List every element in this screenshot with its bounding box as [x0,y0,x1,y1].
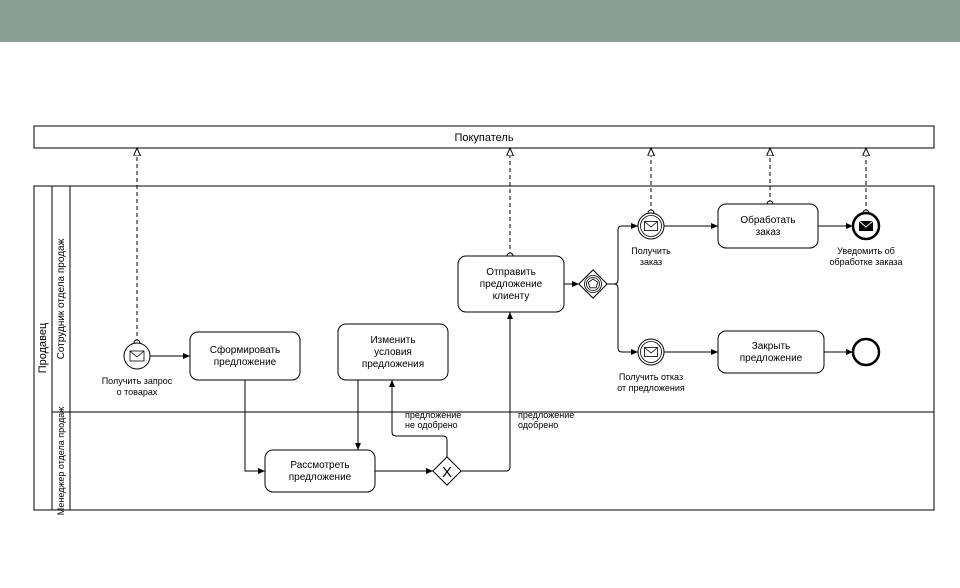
svg-text:Получить отказ: Получить отказ [619,372,683,382]
pool-seller-label: Продавец [37,322,49,373]
svg-text:Получить: Получить [631,246,671,256]
task-send-offer: Отправить предложение клиенту [458,256,564,312]
svg-text:одобрено: одобрено [518,420,558,430]
task-close-offer: Закрыть предложение [718,331,824,373]
pool-buyer-label: Покупатель [454,132,513,144]
task-review-offer: Рассмотреть предложение [265,450,375,492]
svg-text:Уведомить об: Уведомить об [837,246,895,256]
label-not-approved: предложение [405,410,461,420]
svg-text:заказ: заказ [640,257,662,267]
svg-text:от предложения: от предложения [617,383,685,393]
task-change-conditions: Изменить условия предложения [338,324,448,380]
task-form-offer: Сформировать предложение [190,332,300,380]
pool-buyer: Покупатель [34,126,934,148]
svg-text:условия: условия [374,347,412,358]
lane-sales-label: Сотрудник отдела продаж [56,238,67,359]
svg-text:Отправить: Отправить [486,267,536,278]
svg-text:X: X [442,464,452,481]
svg-text:Закрыть: Закрыть [752,341,791,352]
top-header-bar [0,0,960,42]
svg-text:предложение: предложение [214,357,277,368]
svg-text:Обработать: Обработать [740,214,795,226]
svg-text:заказ: заказ [756,227,781,238]
svg-text:предложения: предложения [362,359,424,370]
svg-text:клиенту: клиенту [493,291,530,302]
svg-text:обработке заказа: обработке заказа [829,257,902,267]
svg-text:предложение: предложение [740,353,803,364]
svg-text:о товарах: о товарах [117,387,158,397]
svg-text:предложение: предложение [289,472,352,483]
bpmn-diagram: Покупатель Продавец Сотрудник отдела про… [0,42,960,588]
svg-text:не одобрено: не одобрено [405,420,458,430]
svg-text:Получить запрос: Получить запрос [102,376,173,386]
label-approved: предложение [518,410,574,420]
svg-text:Сформировать: Сформировать [210,344,281,356]
event-end [853,339,879,365]
lane-manager-label: Менеджер отдела продаж [56,407,66,515]
svg-text:предложение: предложение [480,279,543,290]
task-process-order: Обработать заказ [718,204,818,248]
svg-text:Рассмотреть: Рассмотреть [290,460,349,471]
svg-text:Изменить: Изменить [370,335,415,346]
